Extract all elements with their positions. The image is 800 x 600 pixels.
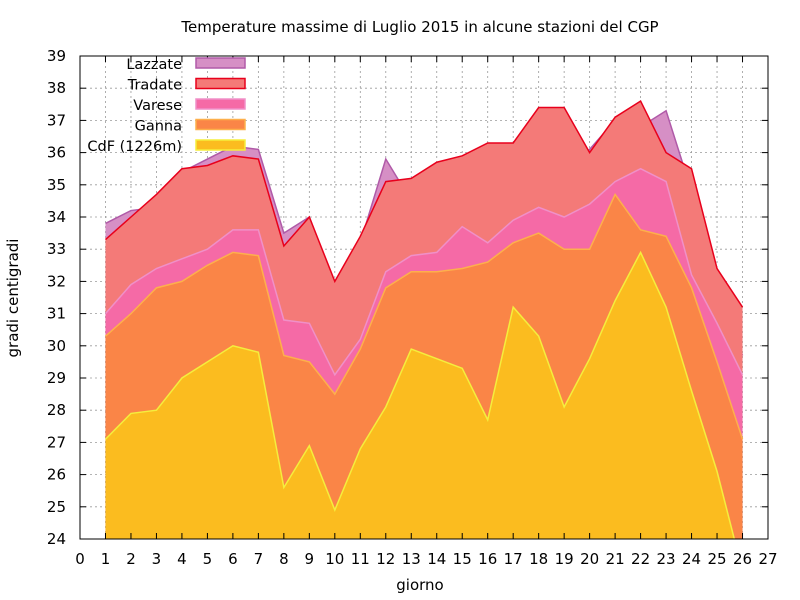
x-tick-label: 19 bbox=[555, 550, 574, 568]
x-tick-label: 13 bbox=[402, 550, 421, 568]
legend-label: Lazzate bbox=[126, 57, 182, 73]
plot-areas bbox=[104, 100, 744, 539]
x-tick-label: 25 bbox=[707, 550, 726, 568]
y-tick-label: 28 bbox=[47, 401, 66, 419]
x-tick-label: 27 bbox=[758, 550, 777, 568]
x-tick-label: 16 bbox=[478, 550, 497, 568]
legend-swatch bbox=[195, 139, 246, 151]
series-line-4 bbox=[104, 250, 736, 539]
x-tick-label: 24 bbox=[682, 550, 701, 568]
series-line-3 bbox=[104, 192, 744, 440]
y-tick-label: 37 bbox=[47, 111, 66, 129]
x-tick-label: 1 bbox=[101, 550, 111, 568]
y-tick-label: 34 bbox=[47, 208, 66, 226]
plot-frame bbox=[79, 55, 769, 540]
y-tick-label: 26 bbox=[47, 466, 66, 484]
y-tick-label: 24 bbox=[47, 530, 66, 548]
chart-title: Temperature massime di Luglio 2015 in al… bbox=[180, 18, 658, 36]
y-tick-label: 29 bbox=[47, 369, 66, 387]
x-tick-label: 17 bbox=[504, 550, 523, 568]
x-tick-label: 3 bbox=[152, 550, 162, 568]
legend: Lazzate Tradate Varese Ganna CdF (1226m) bbox=[87, 57, 246, 155]
plot-border bbox=[79, 55, 769, 540]
x-tick-label: 20 bbox=[580, 550, 599, 568]
y-tick-label: 31 bbox=[47, 305, 66, 323]
x-axis-label: giorno bbox=[396, 576, 443, 594]
x-tick-label: 14 bbox=[427, 550, 446, 568]
legend-label: Tradate bbox=[127, 78, 182, 94]
y-axis-label: gradi centigradi bbox=[4, 239, 22, 358]
x-tick-label: 15 bbox=[453, 550, 472, 568]
x-tick-label: 0 bbox=[75, 550, 85, 568]
y-tick-label: 38 bbox=[47, 79, 66, 97]
x-tick-label: 6 bbox=[228, 550, 238, 568]
y-tick-label: 32 bbox=[47, 272, 66, 290]
x-tick-label: 21 bbox=[606, 550, 625, 568]
legend-label: Ganna bbox=[135, 119, 182, 135]
legend-swatch bbox=[195, 57, 246, 69]
x-tick-label: 18 bbox=[529, 550, 548, 568]
x-tick-label: 2 bbox=[126, 550, 136, 568]
tick-labels: 0 1 2 3 4 5 6 7 8 9 10 11 12 13 14 15 16 17 18 19 20 21 22 23 24… bbox=[47, 47, 778, 568]
y-tick-label: 27 bbox=[47, 433, 66, 451]
x-tick-label: 5 bbox=[203, 550, 213, 568]
x-tick-label: 12 bbox=[376, 550, 395, 568]
legend-label: Varese bbox=[133, 98, 182, 114]
y-tick-label: 25 bbox=[47, 498, 66, 516]
x-tick-label: 7 bbox=[254, 550, 264, 568]
y-tick-label: 39 bbox=[47, 47, 66, 65]
x-tick-label: 11 bbox=[351, 550, 370, 568]
legend-swatch bbox=[195, 118, 246, 131]
y-tick-label: 35 bbox=[47, 176, 66, 194]
x-tick-label: 26 bbox=[733, 550, 752, 568]
legend-label: CdF (1226m) bbox=[87, 139, 182, 155]
x-tick-label: 23 bbox=[657, 550, 676, 568]
y-tick-label: 30 bbox=[47, 337, 66, 355]
x-tick-label: 8 bbox=[279, 550, 289, 568]
x-tick-label: 10 bbox=[325, 550, 344, 568]
legend-swatch bbox=[195, 98, 246, 110]
series-line-2 bbox=[104, 167, 744, 377]
area-4 bbox=[105, 252, 743, 539]
legend-swatch bbox=[195, 77, 246, 90]
x-tick-label: 9 bbox=[305, 550, 315, 568]
y-tick-label: 36 bbox=[47, 144, 66, 162]
y-tick-label: 33 bbox=[47, 240, 66, 258]
series-line-1 bbox=[104, 100, 744, 308]
x-tick-label: 4 bbox=[177, 550, 187, 568]
x-tick-label: 22 bbox=[631, 550, 650, 568]
